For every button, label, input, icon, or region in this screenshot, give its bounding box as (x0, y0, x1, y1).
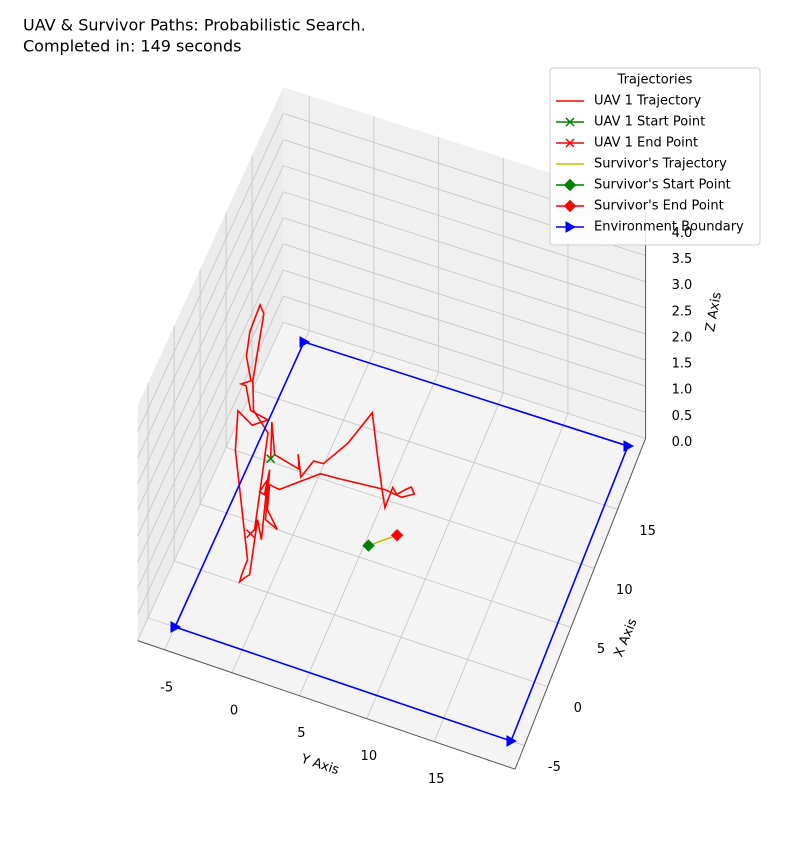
z-tick-label: 4.0 (672, 226, 693, 241)
x-marker (245, 529, 256, 539)
x-tick-label: 0 (574, 701, 582, 716)
diamond-marker (563, 199, 577, 213)
grid-line (251, 390, 618, 510)
triangle-marker (506, 735, 518, 747)
chart-subtitle: Completed in: 149 seconds (23, 37, 241, 56)
y-tick-label: -5 (160, 680, 173, 695)
x-marker (565, 138, 575, 148)
y-tick-label: 5 (297, 726, 305, 741)
grid-line (137, 243, 284, 563)
z-tick-label: 0.0 (672, 435, 693, 450)
diamond-marker (390, 529, 404, 542)
y-axis-label: Y Axis (298, 752, 341, 779)
grid-line (137, 139, 284, 459)
legend-label: Survivor's End Point (594, 199, 724, 214)
grid-line (283, 321, 646, 439)
z-tick-label: 1.5 (672, 357, 693, 372)
grid-line (283, 165, 646, 283)
series-line (234, 302, 416, 584)
x-marker (565, 117, 575, 127)
grid-line (137, 322, 284, 641)
y-tick-label: 0 (230, 703, 238, 718)
z-axis-label: Z Axis (703, 291, 725, 333)
legend-label: UAV 1 Start Point (594, 115, 705, 130)
legend: Trajectories UAV 1 Trajectory UAV 1 Start … (549, 67, 761, 246)
x-axis-label: X Axis (612, 616, 641, 659)
x-tick-label: 5 (597, 642, 605, 657)
triangle-marker (565, 221, 577, 233)
z-tick-label: 3.5 (672, 252, 693, 267)
triangle-marker (299, 336, 311, 348)
grid-line (283, 269, 646, 387)
legend-label: UAV 1 End Point (594, 136, 698, 151)
chart-title: UAV & Survivor Paths: Probabilistic Sear… (23, 16, 366, 35)
legend-label: Survivor's Trajectory (594, 157, 727, 172)
diamond-marker (563, 178, 577, 192)
grid-line (199, 503, 572, 628)
x-marker (266, 454, 276, 464)
x-tick-label: 15 (639, 524, 656, 539)
grid-line (283, 295, 646, 413)
x-tick-label: 10 (616, 583, 633, 598)
triangle-marker (170, 621, 182, 633)
y-tick-label: 10 (361, 749, 378, 764)
diamond-marker (362, 539, 375, 552)
z-tick-label: 1.0 (672, 383, 693, 398)
legend-title: Trajectories (617, 73, 693, 88)
z-tick-label: 2.5 (672, 304, 693, 319)
z-tick-label: 2.0 (672, 330, 693, 345)
legend-label: UAV 1 Trajectory (594, 94, 701, 109)
x-tick-label: -5 (548, 760, 561, 775)
grid-line (283, 217, 646, 335)
grid-line (231, 351, 375, 673)
grid-line (366, 392, 504, 719)
triangle-marker (623, 440, 635, 452)
grid-line (137, 296, 284, 615)
z-tick-label: 0.5 (672, 409, 693, 424)
legend-box (549, 67, 761, 246)
grid-line (225, 446, 595, 569)
legend-label: Survivor's Start Point (594, 178, 731, 193)
grid-line (433, 413, 569, 742)
grid-line (137, 113, 284, 432)
plot-area (170, 302, 635, 747)
grid-line (137, 217, 284, 537)
x-axis-line (514, 438, 647, 770)
grid-line (137, 165, 284, 485)
grid-line (283, 191, 646, 309)
y-tick-label: 15 (428, 772, 445, 787)
series-line (368, 534, 398, 547)
grid-line (137, 269, 284, 589)
y-axis-line (137, 640, 516, 770)
legend-label: Environment Boundary (594, 220, 744, 235)
grid-line (137, 191, 284, 511)
z-tick-label: 3.0 (672, 278, 693, 293)
grid-line (173, 560, 548, 687)
grid-line (299, 371, 439, 696)
grid-line (283, 243, 646, 361)
